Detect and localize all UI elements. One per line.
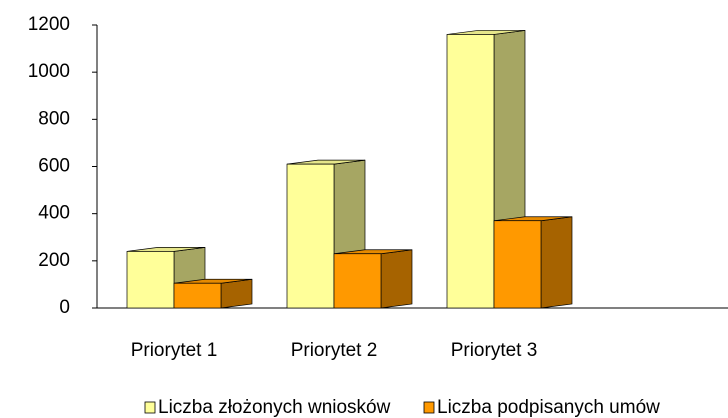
x-tick-label: Priorytet 1 — [131, 340, 218, 361]
y-tick-label: 0 — [59, 297, 70, 318]
bar — [126, 251, 175, 309]
y-tick-label: 1000 — [28, 61, 70, 82]
y-tick-label: 1200 — [28, 14, 70, 35]
x-tick-label: Priorytet 2 — [291, 340, 378, 361]
bar-side — [540, 216, 573, 309]
bar — [333, 253, 382, 309]
legend-swatch — [144, 401, 156, 414]
y-tick-label: 400 — [38, 203, 70, 224]
bar-side — [380, 249, 413, 309]
legend-label: Liczba podpisanych umów — [437, 397, 660, 418]
bar — [446, 34, 495, 309]
x-tick-label: Priorytet 3 — [451, 340, 538, 361]
y-tick-label: 800 — [38, 108, 70, 129]
y-tick-label: 200 — [38, 250, 70, 271]
legend-swatch — [423, 401, 435, 414]
bar — [173, 282, 222, 309]
bar-side — [220, 278, 253, 309]
bar — [286, 163, 335, 309]
legend-label: Liczba złożonych wniosków — [158, 397, 391, 418]
y-tick-label: 600 — [38, 156, 70, 177]
bar — [493, 220, 542, 309]
